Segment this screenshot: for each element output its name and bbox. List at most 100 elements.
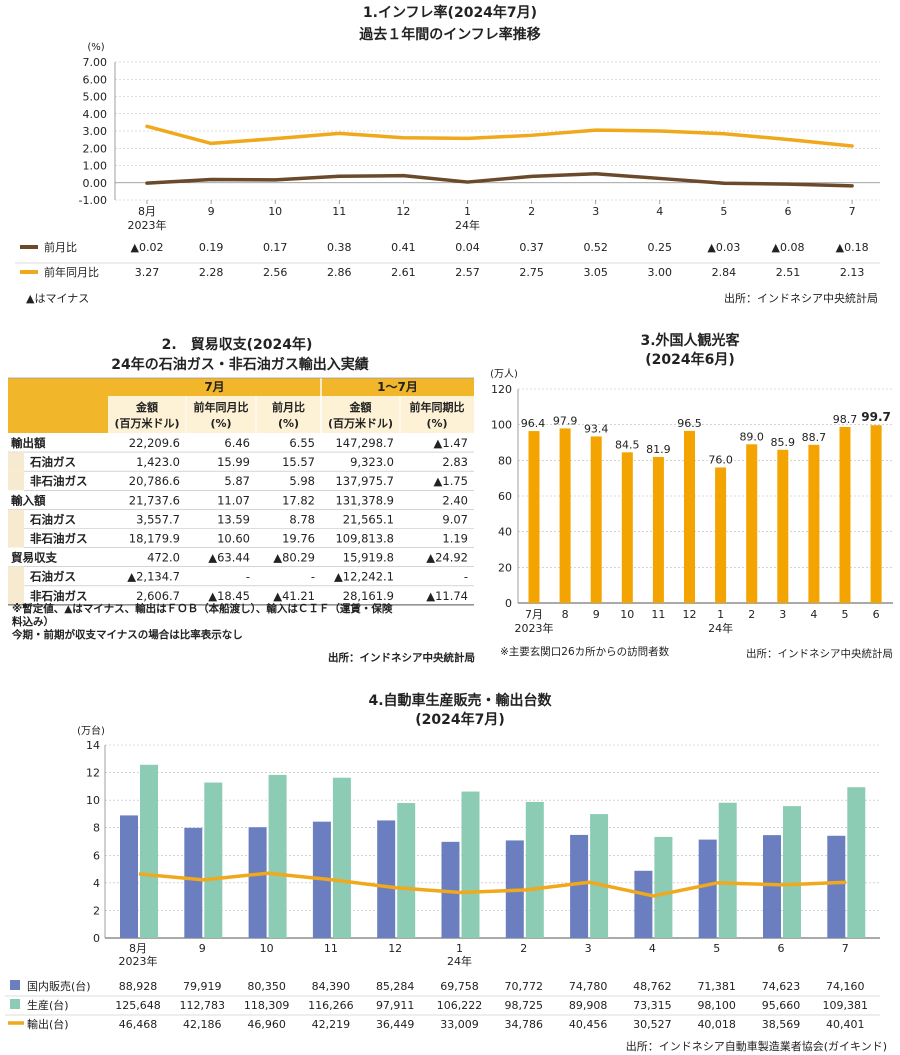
chart1-xtick: 5 <box>720 205 727 218</box>
table-row-label: 非石油ガス <box>30 532 88 546</box>
chart1-xtick: 2 <box>528 205 535 218</box>
table-subtitle: 24年の石油ガス・非石油ガス輸出入実績 <box>111 356 368 373</box>
chart4-bar-domestic <box>441 841 460 938</box>
chart1-ytick: 0.00 <box>83 177 108 190</box>
chart4-bar-production <box>461 791 480 938</box>
table-indent-cell <box>8 566 24 586</box>
table-cell: 2.83 <box>442 455 468 469</box>
chart4-source: 出所：インドネシア自動車製造業者協会(ガイキンド) <box>626 1039 887 1053</box>
chart3-bar <box>684 430 695 603</box>
chart3-xtick: 3 <box>779 608 786 621</box>
chart4-bar-domestic <box>827 835 846 938</box>
chart3-title: 3.外国人観光客 <box>640 332 740 349</box>
chart1-data-label: 2.86 <box>327 266 352 279</box>
table-cell: 2,606.7 <box>136 589 180 603</box>
chart1-data-label: ▲0.03 <box>707 241 740 254</box>
chart1-xtick: 11 <box>332 205 346 218</box>
table-cell: 15.57 <box>282 455 315 469</box>
chart4-xtick: 1 <box>456 942 463 955</box>
chart1-data-label: 3.00 <box>648 266 673 279</box>
chart4-bar-domestic <box>184 827 203 938</box>
chart4-xtick: 6 <box>778 942 785 955</box>
table-cell: ▲80.29 <box>273 551 315 565</box>
chart4-series-line-export <box>138 871 847 898</box>
chart1-xtick: 9 <box>208 205 215 218</box>
chart1-data-label: 0.25 <box>648 241 673 254</box>
chart1-xtick-year: 24年 <box>455 218 480 232</box>
table-cell: 131,378.9 <box>335 493 394 507</box>
chart4-bar-production <box>268 774 287 938</box>
table-note: ※暫定値、▲はマイナス、輸出はＦＯＢ（本船渡し）、輸入はＣＩＦ（運賃・保険 <box>12 602 393 615</box>
table-cell: 17.82 <box>282 493 315 507</box>
chart3-ytick: 20 <box>498 561 512 574</box>
table-cell: 11.07 <box>217 493 250 507</box>
table-cell: - <box>246 570 250 584</box>
chart4-xtick: 12 <box>388 942 402 955</box>
table-column-header: 前月比 <box>272 400 305 414</box>
chart4-data-label: 95,660 <box>762 999 801 1012</box>
chart1-title: 1.インフレ率(2024年7月) <box>363 4 537 21</box>
chart4-bar-production <box>397 803 416 938</box>
chart1-xtick: 12 <box>396 205 410 218</box>
chart4-data-label: 33,009 <box>440 1018 479 1031</box>
table-row-label: 石油ガス <box>29 455 76 469</box>
chart1-data-label: 2.84 <box>712 266 737 279</box>
chart4-data-label: 30,527 <box>633 1018 672 1031</box>
chart4-xtick: 11 <box>324 942 338 955</box>
table-cell: 15,919.8 <box>343 551 394 565</box>
table-indent-cell <box>8 528 24 548</box>
table-cell: ▲18.45 <box>208 589 250 603</box>
chart4-data-label: 40,401 <box>826 1018 865 1031</box>
chart4-subtitle: (2024年7月) <box>415 711 505 728</box>
chart3-bar-label: 76.0 <box>708 453 733 466</box>
chart4-data-label: 34,786 <box>505 1018 544 1031</box>
table-cell: ▲1.47 <box>434 436 468 450</box>
chart1-data-label: 0.04 <box>455 241 480 254</box>
chart4-bar-domestic <box>763 835 781 938</box>
chart4-data-label: 112,783 <box>180 999 226 1012</box>
chart4-ytick: 14 <box>86 739 100 752</box>
chart4-xtick-year: 24年 <box>447 954 472 968</box>
table-note: 今期・前期が収支マイナスの場合は比率表示なし <box>11 628 243 641</box>
chart3-xtick: 11 <box>651 608 665 621</box>
table-cell: 9.07 <box>442 512 468 526</box>
chart1-data-label: 3.05 <box>583 266 608 279</box>
table-row-label: 石油ガス <box>29 512 76 526</box>
chart4-data-label: 46,960 <box>247 1018 286 1031</box>
chart4-data-label: 38,569 <box>762 1018 801 1031</box>
table-cell: 19.76 <box>282 532 315 546</box>
table-row-label: 石油ガス <box>29 570 76 584</box>
chart4-ytick: 4 <box>93 877 100 890</box>
table-cell: 13.59 <box>217 512 250 526</box>
chart4-bar-domestic <box>698 839 717 938</box>
chart3-xtick-year: 24年 <box>708 621 733 635</box>
chart4-data-label: 79,919 <box>183 980 222 993</box>
chart1-data-label: 2.13 <box>840 266 865 279</box>
chart4-xtick: 8月 <box>129 942 147 955</box>
chart3-xtick: 1 <box>717 608 724 621</box>
chart4-xtick: 10 <box>260 942 274 955</box>
chart1-xtick: 6 <box>785 205 792 218</box>
chart1-data-label: 0.19 <box>199 241 224 254</box>
chart4-data-label: 46,468 <box>119 1018 158 1031</box>
table-column-header-unit: (百万米ドル) <box>328 416 393 430</box>
chart4-bar-production <box>140 764 158 938</box>
chart4-bar-domestic <box>377 820 396 938</box>
table-indent-cell <box>8 452 24 472</box>
chart3-xtick: 4 <box>810 608 817 621</box>
chart1-xtick: 8月 <box>138 205 156 218</box>
chart4-bar-domestic <box>120 815 138 938</box>
chart4-bar-production <box>718 802 737 938</box>
chart4-ytick: 2 <box>93 904 100 917</box>
chart3-bar <box>590 436 602 603</box>
chart3-ytick: 60 <box>498 490 512 503</box>
chart1-data-label: 2.57 <box>455 266 480 279</box>
table-row-label: 非石油ガス <box>30 589 88 603</box>
table-cell: 109,813.8 <box>335 532 394 546</box>
table-cell: ▲12,242.1 <box>334 570 394 584</box>
chart4-unit: (万台) <box>77 724 105 737</box>
chart1-data-label: 0.52 <box>583 241 608 254</box>
table-source: 出所：インドネシア中央統計局 <box>328 651 475 664</box>
table-indent-cell <box>8 509 24 529</box>
table-cell: 6.46 <box>224 436 250 450</box>
